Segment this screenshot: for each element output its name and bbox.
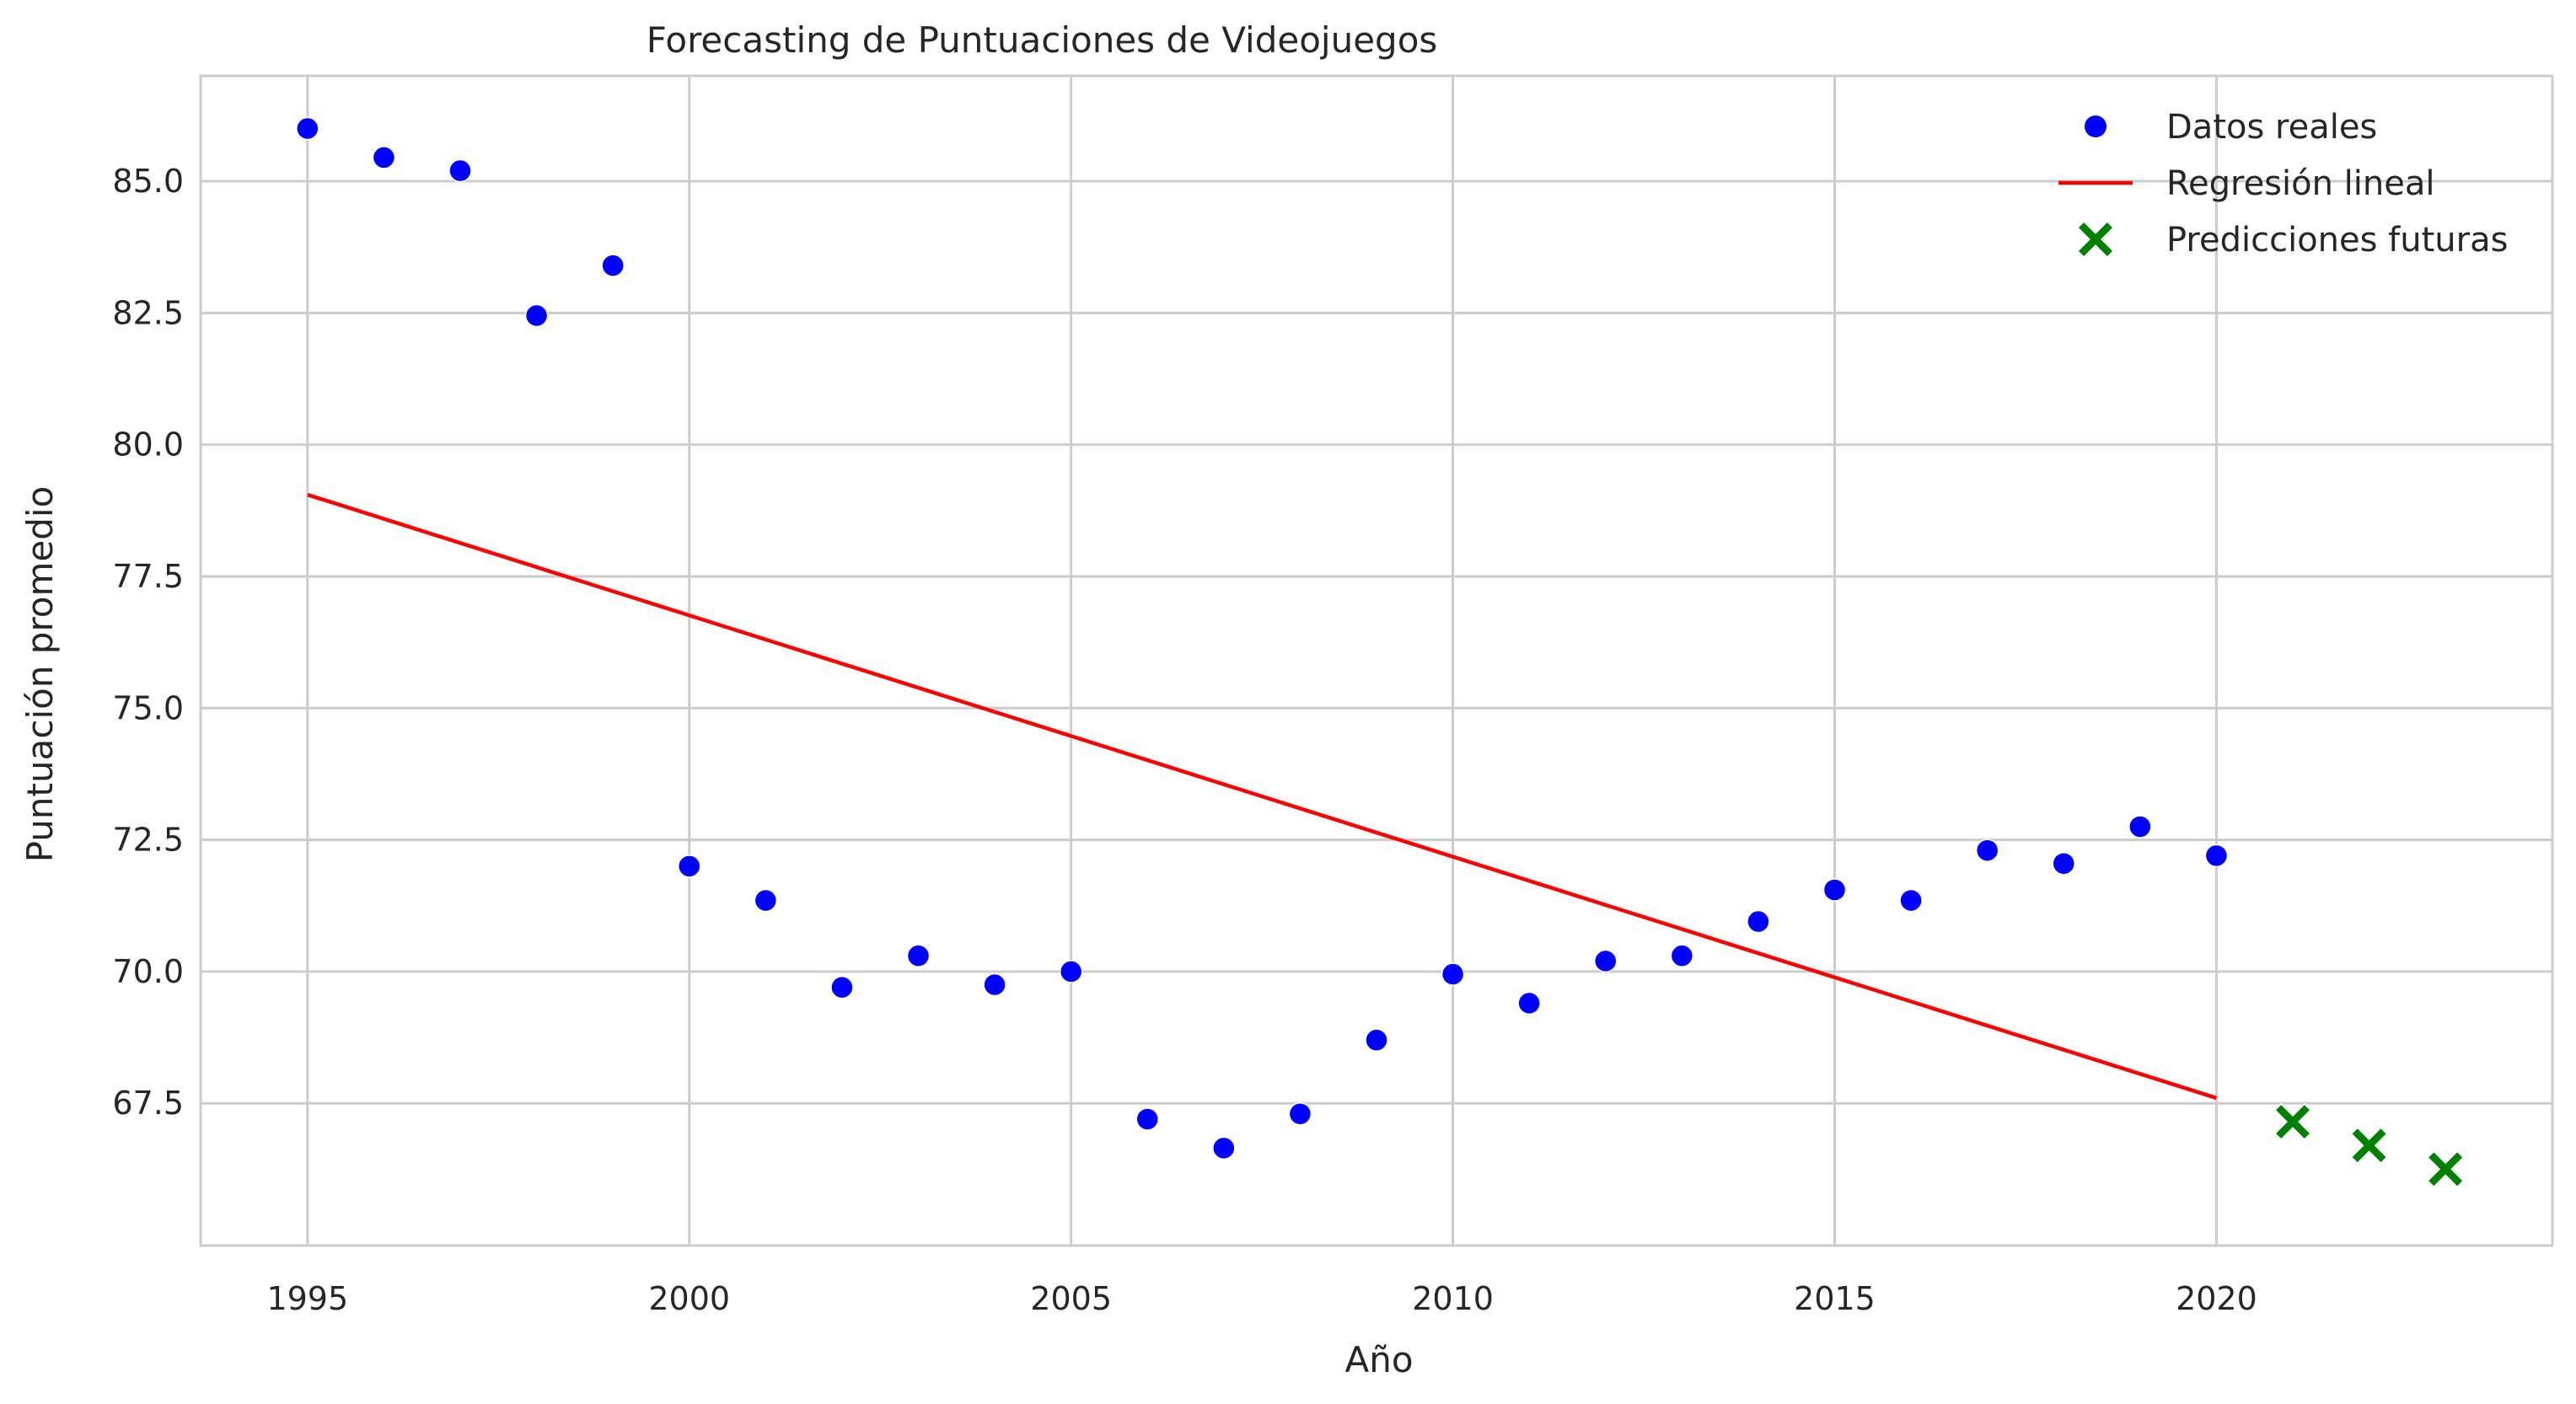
legend-label: Datos reales [2166, 108, 2377, 147]
forecast-point [2273, 1103, 2312, 1141]
data-point [1899, 888, 1923, 913]
forecast-point [2427, 1150, 2465, 1188]
regression-line [307, 492, 2218, 1101]
y-tick-label: 77.5 [112, 558, 184, 595]
x-tick-label: 2000 [648, 1280, 730, 1317]
legend-marker-forecast [2076, 220, 2115, 259]
data-point [524, 303, 549, 328]
data-point [1822, 878, 1847, 902]
data-point [830, 975, 854, 999]
data-point [296, 116, 319, 141]
x-tick-label: 2020 [2176, 1280, 2257, 1317]
data-point [1135, 1107, 1159, 1131]
grid [201, 76, 2552, 1246]
y-tick-label: 72.5 [112, 822, 184, 859]
data-point [1288, 1101, 1312, 1126]
data-point [1594, 949, 1618, 973]
y-tick-label: 85.0 [112, 163, 184, 200]
x-tick-label: 2010 [1412, 1280, 1494, 1317]
data-point [677, 855, 701, 878]
y-tick-label: 70.0 [112, 953, 184, 990]
data-point [372, 146, 396, 169]
data-marks [296, 116, 2465, 1188]
legend: Datos reales Regresión lineal Predicciones… [2058, 108, 2508, 260]
data-point [2128, 815, 2152, 839]
y-tick-label: 82.5 [112, 294, 184, 331]
legend-label: Regresión lineal [2166, 164, 2434, 203]
plot-area-frame [199, 74, 2554, 1247]
forecast-point [2350, 1127, 2388, 1165]
data-point [1059, 960, 1083, 983]
data-point [2052, 851, 2076, 876]
data-point [1517, 991, 1541, 1015]
x-tick-label: 1995 [266, 1280, 348, 1317]
data-point [448, 158, 472, 183]
chart-title: Forecasting de Puntuaciones de Videojueg… [647, 19, 1438, 61]
tick-labels: 1995 2000 2005 2010 2015 2020 67.5 70.0 72.5 75.0… [112, 163, 2257, 1317]
x-axis-label: Año [1344, 1339, 1413, 1380]
data-point [1212, 1136, 1236, 1160]
data-point [906, 944, 931, 967]
data-point [1441, 962, 1465, 986]
y-tick-label: 67.5 [112, 1085, 184, 1122]
data-point [1670, 944, 1694, 967]
x-tick-label: 2005 [1030, 1280, 1112, 1317]
y-tick-label: 80.0 [112, 426, 184, 464]
data-point [601, 254, 625, 277]
y-tick-label: 75.0 [112, 689, 184, 726]
data-point [1365, 1028, 1388, 1052]
data-point [1975, 839, 1999, 862]
data-point [1747, 909, 1770, 934]
legend-label: Predicciones futuras [2166, 221, 2508, 260]
data-point [2204, 844, 2229, 868]
data-point [754, 888, 778, 913]
y-axis-label: Puntuación promedio [19, 486, 61, 863]
data-point [983, 973, 1006, 997]
legend-marker-actual [2085, 115, 2106, 137]
x-tick-label: 2015 [1794, 1280, 1876, 1317]
